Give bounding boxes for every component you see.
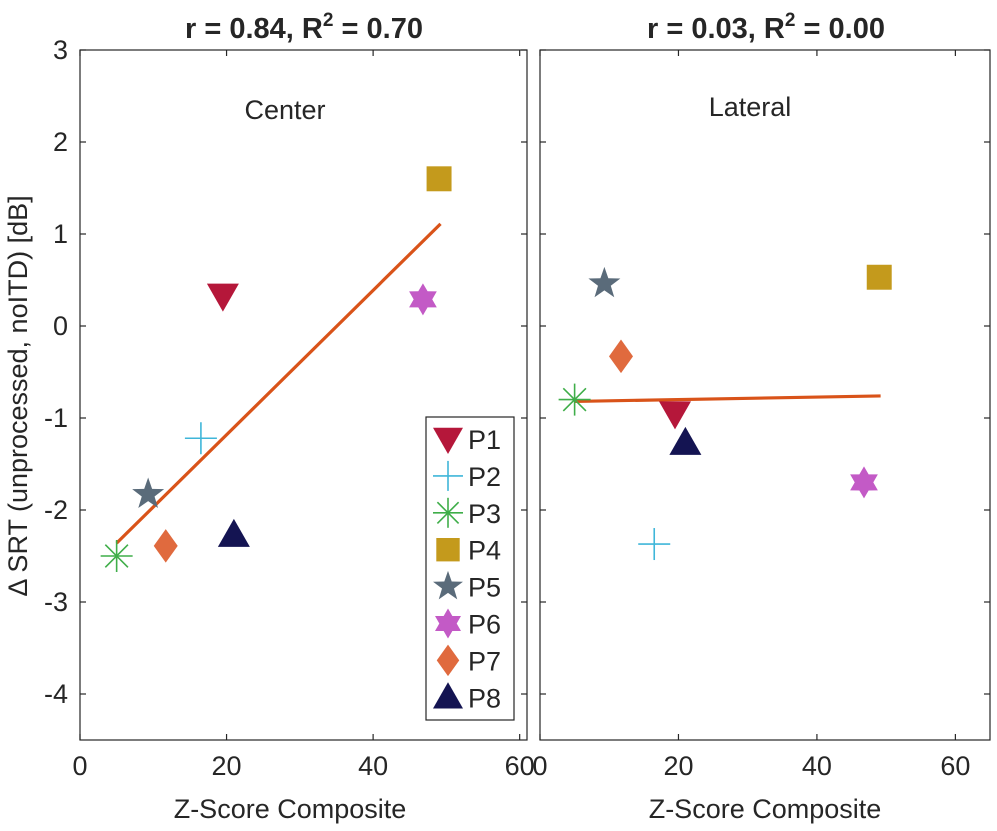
regression-line (574, 394, 881, 404)
y-tick-label: -2 (44, 495, 68, 525)
y-tick-label: 2 (53, 127, 68, 157)
legend-label-p8: P8 (468, 683, 501, 713)
x-tick-label: 20 (212, 751, 242, 781)
point-p4 (426, 166, 452, 192)
x-tick-label: 0 (72, 751, 87, 781)
legend-label-p5: P5 (468, 573, 501, 603)
legend-label-p2: P2 (468, 462, 501, 492)
legend-label-p6: P6 (468, 610, 501, 640)
panel-annotation-center: Center (244, 95, 325, 125)
x-tick-label: 20 (663, 751, 693, 781)
x-axis-title-lateral: Z-Score Composite (649, 794, 882, 824)
x-tick-label: 0 (532, 751, 547, 781)
x-tick-label: 60 (505, 751, 535, 781)
point-p8 (669, 426, 702, 455)
legend-label-p4: P4 (468, 536, 501, 566)
legend-label-p7: P7 (468, 646, 501, 676)
point-p5 (588, 266, 621, 298)
y-tick-label: 1 (53, 219, 68, 249)
legend-marker-p8 (433, 682, 463, 709)
legend-marker-p3 (433, 497, 463, 528)
y-tick-label: 3 (53, 35, 68, 65)
panel-annotation-lateral: Lateral (709, 92, 792, 122)
regression-line (115, 222, 442, 545)
legend-box (425, 416, 515, 721)
y-axis-title: Δ SRT (unprocessed, noITD) [dB] (3, 195, 33, 596)
point-p3 (558, 383, 591, 416)
point-p6 (409, 283, 437, 316)
legend-marker-p7 (436, 644, 460, 677)
legend-marker-p5 (433, 570, 463, 600)
axes-box (79, 49, 528, 741)
panel-center: r = 0.84, R2 = 0.70 Center Z-Score Compo… (3, 10, 535, 824)
legend-label-p3: P3 (468, 499, 501, 529)
point-p5 (132, 477, 165, 508)
legend-marker-p2 (433, 460, 463, 491)
point-p6 (850, 466, 878, 499)
y-tick-label: -4 (44, 679, 68, 709)
panel-lateral: r = 0.03, R2 = 0.00 Lateral Z-Score Comp… (532, 10, 991, 824)
legend-marker-p4 (436, 538, 460, 562)
panel-title-lateral: r = 0.03, R2 = 0.00 (647, 10, 885, 45)
point-p7 (609, 339, 633, 374)
panel-title-center: r = 0.84, R2 = 0.70 (185, 10, 423, 45)
point-p4 (866, 264, 892, 290)
point-p2 (638, 528, 671, 561)
x-tick-label: 60 (940, 751, 970, 781)
x-tick-label: 40 (358, 751, 388, 781)
point-p8 (217, 518, 250, 547)
legend-marker-p1 (433, 427, 463, 454)
legend-marker-p6 (435, 608, 461, 639)
point-p1 (659, 401, 691, 430)
legend-label-p1: P1 (468, 425, 501, 455)
y-tick-label: -3 (44, 587, 68, 617)
point-p7 (153, 529, 178, 563)
x-axis-title-center: Z-Score Composite (174, 794, 407, 824)
point-p2 (184, 422, 217, 455)
y-tick-label: 0 (53, 311, 68, 341)
x-tick-label: 40 (802, 751, 832, 781)
y-tick-label: -1 (44, 403, 68, 433)
axes-box (539, 49, 991, 741)
legend: P1 P2 P3 P4 P5 P6 P7 P8 (425, 416, 515, 721)
point-p3 (100, 540, 133, 572)
point-p1 (206, 283, 239, 312)
